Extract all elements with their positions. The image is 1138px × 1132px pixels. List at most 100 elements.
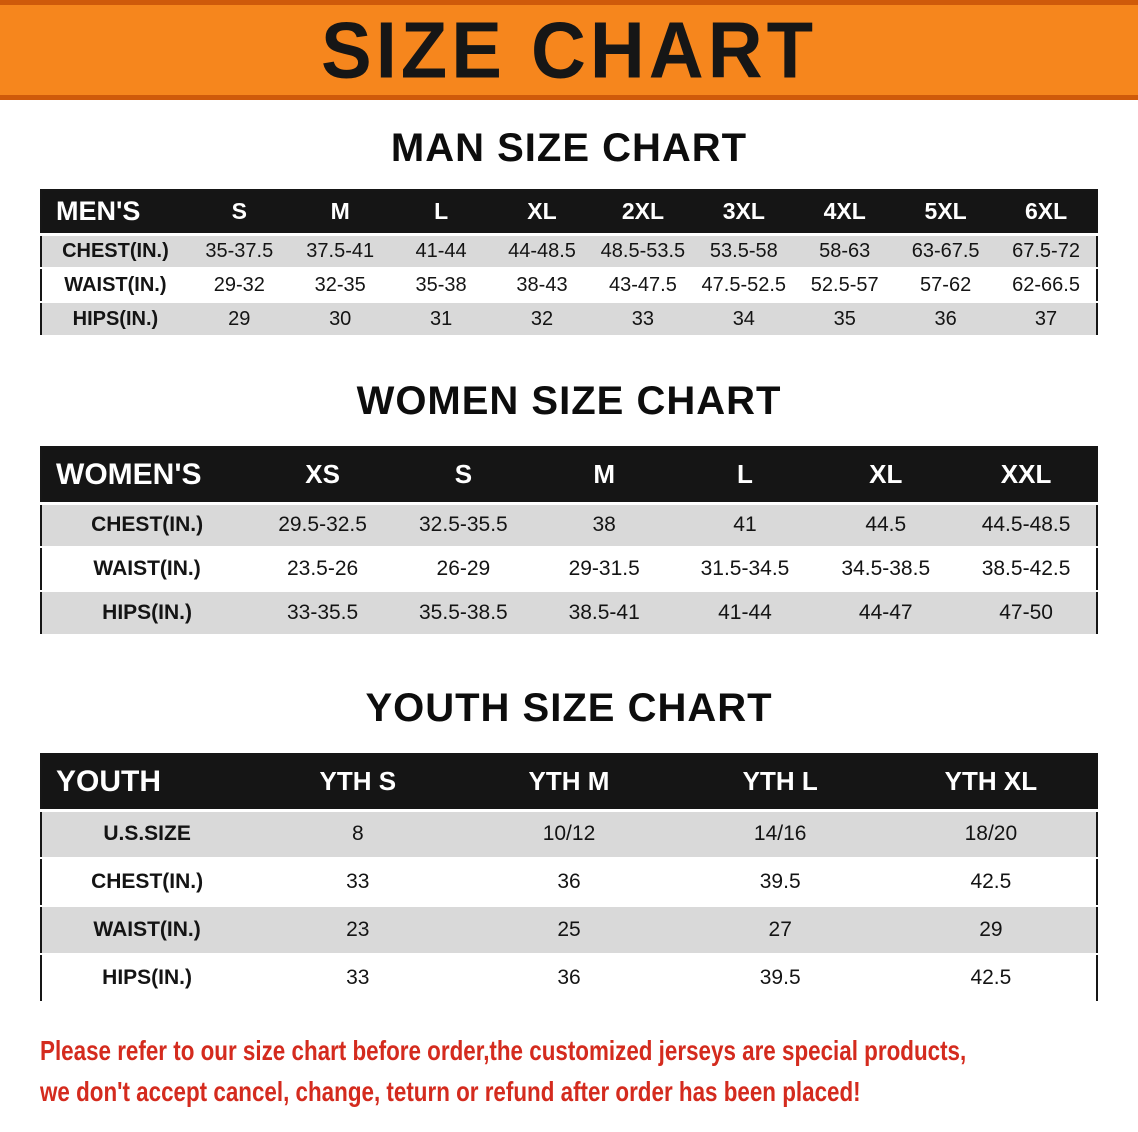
size-value: 62-66.5 <box>996 268 1097 303</box>
size-value: 53.5-58 <box>693 234 795 269</box>
size-value: 42.5 <box>885 858 1097 907</box>
size-value: 52.5-57 <box>794 268 896 303</box>
size-value: 37.5-41 <box>289 234 391 269</box>
size-value: 31.5-34.5 <box>674 547 816 592</box>
size-column-header: 3XL <box>693 190 795 236</box>
size-value: 23 <box>252 906 464 955</box>
size-value: 33-35.5 <box>252 591 393 636</box>
row-label: CHEST(IN.) <box>41 858 253 907</box>
size-value: 18/20 <box>885 810 1097 859</box>
size-column-header: S <box>188 190 290 236</box>
size-value: 37 <box>996 302 1097 337</box>
youth-section-heading: YOUTH SIZE CHART <box>365 686 773 730</box>
table-row: WAIST(IN.) 23 25 27 29 <box>41 906 1097 955</box>
table-row: CHEST(IN.) 35-37.5 37.5-41 41-44 44-48.5 48.5… <box>41 234 1097 269</box>
footer-disclaimer-line1: Please refer to our size chart before or… <box>40 1035 967 1066</box>
row-label: WAIST(IN.) <box>41 906 253 955</box>
row-label: HIPS(IN.) <box>41 954 253 1003</box>
size-value: 35-37.5 <box>188 234 290 269</box>
footer-disclaimer-line2: we don't accept cancel, change, teturn o… <box>40 1075 861 1107</box>
size-value: 36 <box>463 858 675 907</box>
size-value: 29 <box>885 906 1097 955</box>
table-header-row: WOMEN'S XS S M L XL XXL <box>41 447 1097 505</box>
size-value: 47-50 <box>956 591 1097 636</box>
size-column-header: YTH M <box>463 754 675 812</box>
size-value: 32 <box>491 302 593 337</box>
size-value: 31 <box>390 302 492 337</box>
size-value: 33 <box>252 954 464 1003</box>
size-column-header: 6XL <box>996 190 1097 236</box>
table-corner-label: YOUTH <box>41 754 253 812</box>
size-value: 32-35 <box>289 268 391 303</box>
size-value: 39.5 <box>674 858 886 907</box>
size-value: 29-32 <box>188 268 290 303</box>
size-value: 44.5 <box>815 503 957 548</box>
size-value: 63-67.5 <box>895 234 997 269</box>
table-row: WAIST(IN.) 29-32 32-35 35-38 38-43 43-47.5 47.… <box>41 268 1097 303</box>
table-corner-label: MEN'S <box>41 190 189 236</box>
size-value: 27 <box>674 906 886 955</box>
size-value: 38-43 <box>491 268 593 303</box>
size-value: 33 <box>592 302 694 337</box>
size-value: 34 <box>693 302 795 337</box>
size-value: 33 <box>252 858 464 907</box>
size-value: 47.5-52.5 <box>693 268 795 303</box>
size-column-header: L <box>390 190 492 236</box>
size-value: 35.5-38.5 <box>392 591 534 636</box>
size-chart-banner: SIZE CHART <box>0 0 1138 100</box>
size-value: 25 <box>463 906 675 955</box>
size-value: 23.5-26 <box>252 547 393 592</box>
size-value: 26-29 <box>392 547 534 592</box>
size-value: 10/12 <box>463 810 675 859</box>
size-column-header: YTH XL <box>885 754 1097 812</box>
table-row: WAIST(IN.) 23.5-26 26-29 29-31.5 31.5-34.5 34… <box>41 547 1097 592</box>
footer-disclaimer: Please refer to our size chart before or… <box>40 1031 1138 1112</box>
size-value: 8 <box>252 810 464 859</box>
size-value: 41 <box>674 503 816 548</box>
size-value: 34.5-38.5 <box>815 547 957 592</box>
table-row: CHEST(IN.) 33 36 39.5 42.5 <box>41 858 1097 907</box>
youth-size-table: YOUTH YTH S YTH M YTH L YTH XL U.S.SIZE 8 10/12… <box>40 753 1098 1003</box>
size-value: 14/16 <box>674 810 886 859</box>
size-value: 44.5-48.5 <box>956 503 1097 548</box>
size-value: 35-38 <box>390 268 492 303</box>
women-size-table: WOMEN'S XS S M L XL XXL CHEST(IN.) 29.5-32.5 32.5… <box>40 446 1098 636</box>
size-column-header: 4XL <box>794 190 896 236</box>
size-value: 41-44 <box>674 591 816 636</box>
size-column-header: XL <box>491 190 593 236</box>
table-row: HIPS(IN.) 29 30 31 32 33 34 35 36 37 <box>41 302 1097 337</box>
size-column-header: S <box>392 447 534 505</box>
row-label: HIPS(IN.) <box>41 591 253 636</box>
table-header-row: YOUTH YTH S YTH M YTH L YTH XL <box>41 754 1097 812</box>
size-column-header: XS <box>252 447 393 505</box>
size-column-header: 2XL <box>592 190 694 236</box>
size-value: 58-63 <box>794 234 896 269</box>
size-value: 30 <box>289 302 391 337</box>
row-label: WAIST(IN.) <box>41 547 253 592</box>
size-column-header: M <box>533 447 675 505</box>
size-value: 67.5-72 <box>996 234 1097 269</box>
size-column-header: XXL <box>956 447 1097 505</box>
row-label: WAIST(IN.) <box>41 268 189 303</box>
table-row: HIPS(IN.) 33 36 39.5 42.5 <box>41 954 1097 1003</box>
page-title: SIZE CHART <box>321 5 817 95</box>
size-value: 48.5-53.5 <box>592 234 694 269</box>
size-value: 35 <box>794 302 896 337</box>
size-value: 57-62 <box>895 268 997 303</box>
table-row: U.S.SIZE 8 10/12 14/16 18/20 <box>41 810 1097 859</box>
table-row: HIPS(IN.) 33-35.5 35.5-38.5 38.5-41 41-44 44-… <box>41 591 1097 636</box>
size-value: 41-44 <box>390 234 492 269</box>
size-value: 42.5 <box>885 954 1097 1003</box>
size-value: 38.5-41 <box>533 591 675 636</box>
men-section-heading: MAN SIZE CHART <box>390 126 748 170</box>
table-header-row: MEN'S S M L XL 2XL 3XL 4XL 5XL 6XL <box>41 190 1097 236</box>
table-corner-label: WOMEN'S <box>41 447 253 505</box>
size-value: 29-31.5 <box>533 547 675 592</box>
women-section-heading: WOMEN SIZE CHART <box>356 379 782 423</box>
size-value: 36 <box>463 954 675 1003</box>
size-column-header: M <box>289 190 391 236</box>
size-value: 29 <box>188 302 290 337</box>
row-label: U.S.SIZE <box>41 810 253 859</box>
size-value: 36 <box>895 302 997 337</box>
size-value: 43-47.5 <box>592 268 694 303</box>
